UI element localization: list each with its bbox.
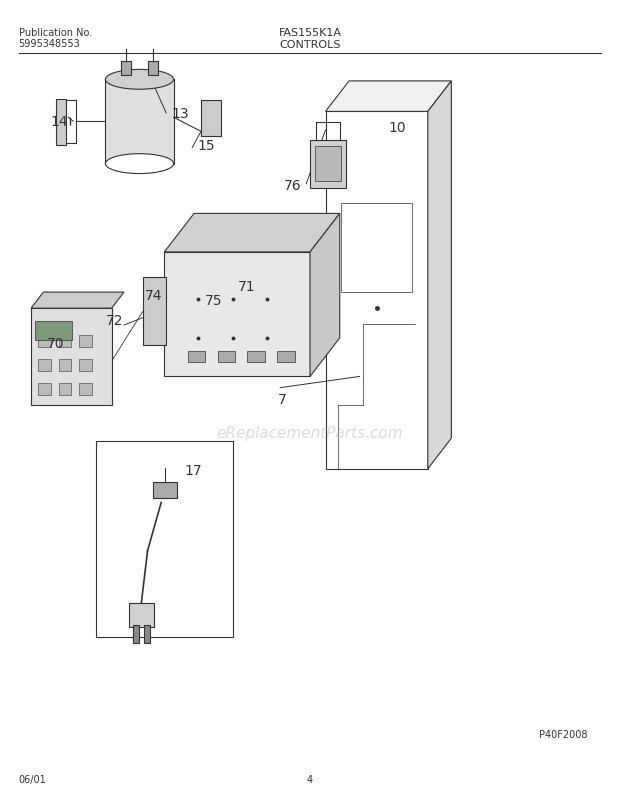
Bar [144,626,150,643]
Bar [133,626,139,643]
Bar [38,383,51,395]
Text: eReplacementParts.com: eReplacementParts.com [216,426,404,440]
Text: 74: 74 [145,288,162,302]
Bar [143,277,166,346]
Bar [326,112,428,469]
Polygon shape [31,293,124,309]
Text: 4: 4 [307,775,313,784]
Text: 70: 70 [47,336,64,350]
Text: 75: 75 [205,294,223,308]
Bar [105,80,174,164]
Bar [341,204,412,293]
Polygon shape [164,214,340,253]
Bar [201,100,221,136]
Bar [59,383,71,395]
Text: 7: 7 [278,392,286,407]
Bar [218,351,235,363]
Bar [315,147,341,182]
Bar [31,309,112,405]
Text: 17: 17 [185,464,202,478]
Bar [129,603,154,627]
Text: 10: 10 [388,121,405,136]
Text: 5995348553: 5995348553 [19,38,81,48]
Polygon shape [310,214,340,377]
Bar [38,335,51,347]
Text: 76: 76 [284,179,301,193]
Bar [164,253,310,377]
Text: 14: 14 [50,115,68,129]
Bar [38,359,51,371]
Bar [79,335,92,347]
Bar [79,383,92,395]
Bar [35,322,72,341]
Bar [188,351,205,363]
Bar [310,140,346,188]
Bar [96,441,232,638]
Bar [277,351,294,363]
Text: FAS155K1A: FAS155K1A [278,28,342,38]
Text: Publication No.: Publication No. [19,28,92,38]
Polygon shape [428,82,451,469]
Bar [121,62,131,76]
Bar [59,335,71,347]
Bar [79,359,92,371]
Bar [56,99,66,146]
Ellipse shape [105,71,174,90]
Polygon shape [326,82,451,112]
Text: P40F2008: P40F2008 [539,730,588,739]
Bar [148,62,158,76]
Text: 13: 13 [171,107,188,121]
Text: 06/01: 06/01 [19,775,46,784]
Bar [247,351,265,363]
Bar [153,483,177,499]
Ellipse shape [105,155,174,174]
Bar [59,359,71,371]
Text: 72: 72 [106,314,123,328]
Text: 15: 15 [198,139,215,153]
Text: CONTROLS: CONTROLS [279,40,341,50]
Text: 71: 71 [238,280,255,294]
